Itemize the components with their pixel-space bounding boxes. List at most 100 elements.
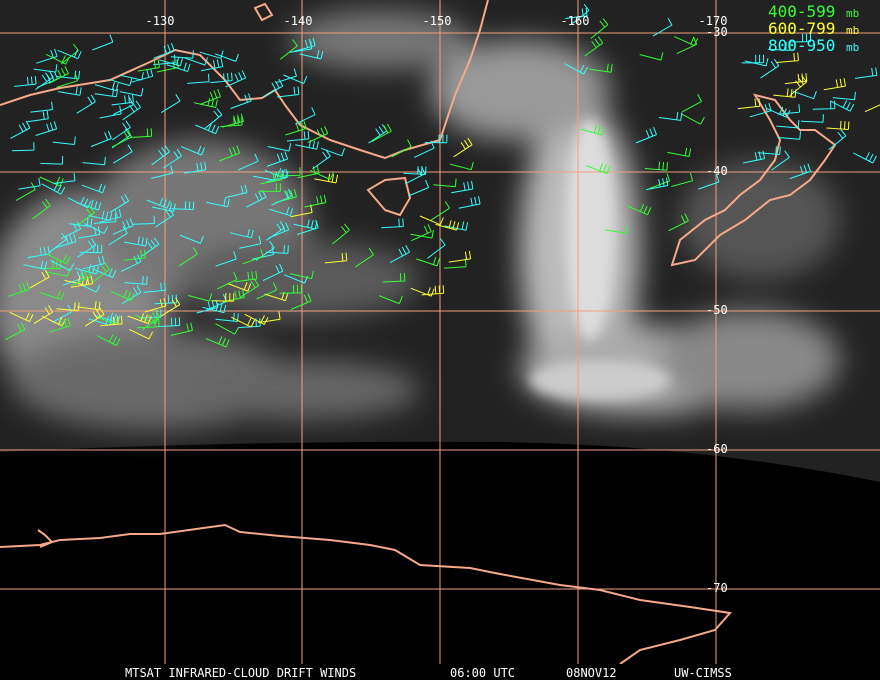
- wind-barb: [29, 269, 50, 289]
- wind-barb: [737, 98, 761, 110]
- wind-barb: [812, 100, 836, 110]
- wind-barb: [230, 93, 252, 109]
- wind-barb: [76, 94, 96, 114]
- wind-barb: [646, 177, 669, 191]
- wind-barb: [129, 328, 154, 340]
- wind-barb: [88, 210, 113, 221]
- footer-text: UW-CIMSS: [674, 666, 732, 680]
- wind-barb: [777, 131, 801, 140]
- wind-barb: [50, 260, 75, 272]
- wind-barb: [99, 105, 122, 119]
- longitude-label: -150: [423, 14, 452, 28]
- wind-barb: [60, 43, 79, 65]
- wind-barb: [449, 161, 474, 171]
- wind-barb: [166, 62, 191, 72]
- wind-barb: [112, 218, 134, 235]
- wind-barb: [215, 323, 240, 335]
- wind-barb: [644, 161, 668, 171]
- wind-barb: [424, 134, 448, 144]
- wind-barb: [88, 316, 113, 326]
- wind-barb: [76, 206, 95, 227]
- wind-barb: [427, 238, 446, 259]
- wind-barb: [389, 244, 411, 264]
- wind-barb: [188, 293, 213, 302]
- wind-barb: [854, 67, 878, 79]
- wind-barb: [124, 236, 148, 247]
- wind-barb: [93, 213, 117, 224]
- wind-barb: [295, 107, 316, 125]
- wind-barb: [823, 78, 846, 91]
- wind-barb: [40, 290, 65, 301]
- wind-barb: [246, 189, 267, 208]
- wind-barb: [129, 128, 153, 138]
- wind-barb: [204, 108, 223, 129]
- wind-barb: [171, 201, 195, 210]
- wind-barb: [680, 113, 705, 125]
- wind-barb: [23, 260, 48, 270]
- wind-barb: [773, 88, 797, 98]
- wind-barb: [381, 218, 404, 229]
- wind-barb: [70, 269, 92, 287]
- wind-barb: [216, 271, 238, 290]
- wind-barb: [265, 245, 289, 254]
- wind-barb: [58, 86, 82, 96]
- wind-barb: [162, 149, 183, 169]
- wind-barb: [788, 33, 812, 43]
- wind-barb: [244, 313, 269, 325]
- wind-barb: [30, 101, 53, 113]
- wind-barb: [214, 53, 239, 62]
- wind-barb: [111, 94, 134, 106]
- wind-barb: [828, 129, 847, 150]
- wind-barb: [181, 145, 205, 156]
- wind-barb: [293, 219, 318, 230]
- wind-barb: [830, 100, 855, 112]
- wind-barb: [604, 225, 629, 234]
- wind-barb: [229, 228, 254, 239]
- wind-barb: [155, 208, 175, 228]
- wind-barb: [776, 119, 800, 129]
- wind-barb: [143, 282, 166, 293]
- wind-barb: [776, 52, 799, 63]
- wind-barb: [324, 252, 348, 264]
- wind-barb: [239, 278, 260, 298]
- wind-barb: [293, 37, 316, 52]
- wind-barb: [410, 230, 434, 239]
- wind-barb: [119, 88, 144, 97]
- wind-barb: [312, 149, 331, 170]
- wind-barb: [451, 181, 474, 194]
- wind-barb: [667, 147, 692, 157]
- wind-barb: [416, 256, 441, 267]
- wind-barb: [84, 223, 109, 234]
- wind-barb: [131, 68, 154, 83]
- longitude-label: -130: [146, 14, 175, 28]
- wind-barb: [242, 248, 264, 265]
- latitude-label: -70: [706, 581, 728, 595]
- wind-barb: [284, 274, 309, 284]
- wind-barb: [153, 43, 175, 59]
- wind-barb: [96, 334, 121, 346]
- wind-barb: [225, 70, 247, 88]
- clouds: [0, 10, 840, 430]
- wind-barb: [85, 307, 105, 327]
- wind-barb: [170, 322, 193, 336]
- wind-barb: [112, 120, 131, 141]
- wind-barb: [178, 247, 198, 267]
- wind-barb: [408, 179, 430, 197]
- wind-barb: [113, 144, 133, 164]
- wind-barb: [37, 71, 58, 88]
- footer-text: 08NOV12: [566, 666, 617, 680]
- wind-barb: [38, 260, 62, 269]
- wind-barb: [137, 59, 160, 72]
- wind-barb: [652, 17, 673, 37]
- wind-barb: [258, 183, 281, 192]
- wind-barb: [304, 194, 327, 208]
- legend-unit: mb: [846, 41, 859, 54]
- latitude-label: -30: [706, 25, 728, 39]
- wind-barb: [435, 220, 460, 231]
- wind-barb: [45, 53, 70, 65]
- wind-barb: [403, 166, 427, 175]
- wind-barb: [299, 50, 324, 60]
- wind-barb: [54, 233, 77, 249]
- wind-barb: [676, 36, 698, 55]
